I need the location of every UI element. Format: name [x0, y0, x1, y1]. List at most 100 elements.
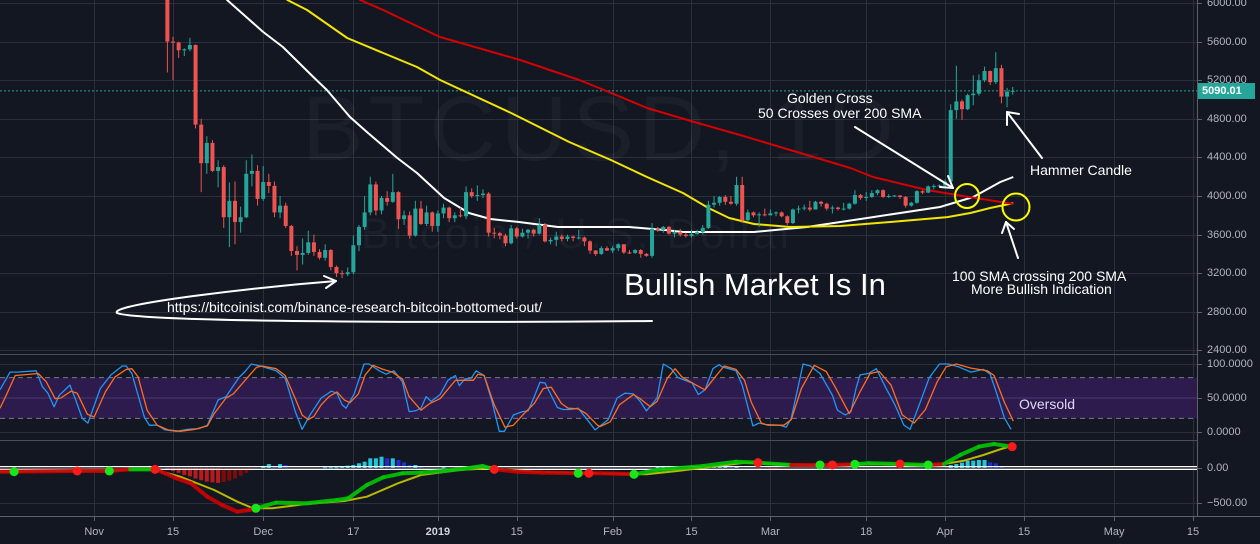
time-tick-label: Feb: [603, 526, 623, 538]
time-tick-label: 15: [166, 526, 180, 538]
sma-cross-highlight-circle[interactable]: [1001, 192, 1031, 222]
candle-up: [424, 205, 429, 226]
macd-line-segment: [598, 471, 637, 477]
stoch-rsi-pane[interactable]: [0, 363, 1014, 432]
sma-cross-subtitle[interactable]: More Bullish Indication: [971, 281, 1112, 297]
candle-down: [751, 211, 756, 218]
time-tick-label: 15: [685, 526, 698, 538]
price-axis[interactable]: 6000.00 5600.00 5200.00 4800.00 4400.00 …: [1197, 0, 1260, 516]
candle-body: [306, 242, 311, 253]
sma-cross-title[interactable]: 100 SMA crossing 200 SMA: [952, 268, 1127, 284]
candle-body: [249, 170, 254, 174]
candle-body: [480, 193, 485, 196]
candle-down: [559, 234, 564, 242]
macd-line-segment: [174, 476, 194, 486]
hammer-candle-label[interactable]: Hammer Candle: [1030, 162, 1132, 178]
candle-down: [176, 41, 181, 59]
macd-bear-cross-dot: [150, 464, 160, 474]
candle-body: [576, 237, 581, 239]
candle-down: [728, 196, 733, 205]
oversold-label[interactable]: Oversold: [1019, 396, 1076, 412]
candle-body: [954, 101, 959, 111]
candle-body: [762, 214, 767, 216]
candle-body: [689, 234, 694, 237]
candle-body: [294, 251, 299, 255]
candle-up: [931, 184, 936, 190]
time-axis-tick: [438, 517, 439, 521]
macd-histogram-bar: [774, 467, 779, 470]
golden-cross-highlight-circle[interactable]: [954, 183, 980, 209]
candle-up: [993, 52, 998, 85]
candle-body: [706, 204, 711, 228]
time-axis[interactable]: Nov 15 Dec 17 2019 15 Feb 15 Mar 18 Apr …: [0, 516, 1260, 544]
candle-down: [340, 270, 345, 279]
macd-histogram-bar: [402, 462, 407, 468]
macd-bear-cross-dot: [489, 464, 499, 474]
macd-histogram-bar: [227, 467, 232, 481]
bullish-market-label[interactable]: Bullish Market Is In: [624, 267, 886, 302]
candle-body: [418, 208, 423, 225]
last-price-badge[interactable]: 5090.01: [1198, 82, 1255, 99]
candle-body: [390, 192, 395, 202]
candle-down: [999, 64, 1004, 104]
candle-down: [193, 44, 198, 129]
grid-lines: [0, 0, 1197, 516]
candle-down: [503, 233, 508, 247]
macd-bear-cross-dot: [895, 459, 905, 469]
candle-body: [182, 49, 187, 51]
candle-body: [830, 207, 835, 209]
candle-body: [717, 196, 722, 203]
time-axis-tick: [94, 517, 95, 521]
golden-cross-arrow-icon[interactable]: [854, 126, 954, 189]
time-axis-tick: [517, 517, 518, 521]
macd-histogram-bar: [655, 466, 660, 468]
candle-body: [813, 201, 818, 210]
stoch-d-line: [0, 363, 1014, 432]
candle-up: [480, 189, 485, 198]
candle-body: [452, 215, 457, 219]
bottom-loop-arrow-icon[interactable]: [115, 275, 653, 323]
time-axis-tick: [613, 517, 614, 521]
candle-down: [283, 202, 288, 228]
candle-body: [345, 272, 350, 275]
macd-histogram-bar: [396, 460, 401, 468]
hammer-arrow-icon[interactable]: [1006, 111, 1043, 159]
candle-body: [965, 95, 970, 110]
candle-body: [311, 242, 316, 252]
time-tick-label: 15: [1186, 526, 1200, 538]
candle-down: [328, 249, 333, 271]
candle-body: [210, 142, 215, 171]
candle-body: [554, 236, 559, 240]
candle-down: [604, 246, 609, 252]
source-url-label[interactable]: https://bitcoinist.com/binance-research-…: [167, 299, 543, 315]
candle-up: [356, 224, 361, 252]
macd-pane[interactable]: [0, 441, 1197, 514]
candle-body: [898, 195, 903, 197]
candle-body: [407, 215, 412, 236]
golden-cross-subtitle[interactable]: 50 Crosses over 200 SMA: [758, 105, 922, 121]
macd-histogram-bar: [379, 456, 384, 468]
candle-body: [751, 212, 756, 216]
candle-down: [385, 191, 390, 206]
candle-up: [278, 196, 283, 219]
candle-down: [396, 191, 401, 229]
candle-up: [323, 244, 328, 261]
candle-body: [779, 212, 784, 217]
candle-body: [176, 42, 181, 51]
candle-up: [441, 203, 446, 219]
chart-canvas[interactable]: BTCUSD, 1D Bitcoin / U.S. Dollar: [0, 0, 1197, 516]
candle-body: [802, 207, 807, 209]
golden-cross-title[interactable]: Golden Cross: [787, 90, 873, 106]
macd-histogram-bar: [757, 467, 762, 469]
candle-body: [734, 185, 739, 204]
price-pane[interactable]: [0, 0, 1197, 279]
candle-body: [244, 173, 249, 218]
price-axis-tick: [1198, 42, 1202, 43]
price-tick-label: 4800.00: [1207, 112, 1247, 125]
candle-up: [802, 204, 807, 211]
sma-cross-arrow-icon[interactable]: [1001, 221, 1019, 259]
price-axis-tick: [1198, 273, 1202, 274]
candle-body: [565, 236, 570, 239]
macd-histogram-bar: [993, 463, 998, 468]
candle-body: [881, 190, 886, 197]
